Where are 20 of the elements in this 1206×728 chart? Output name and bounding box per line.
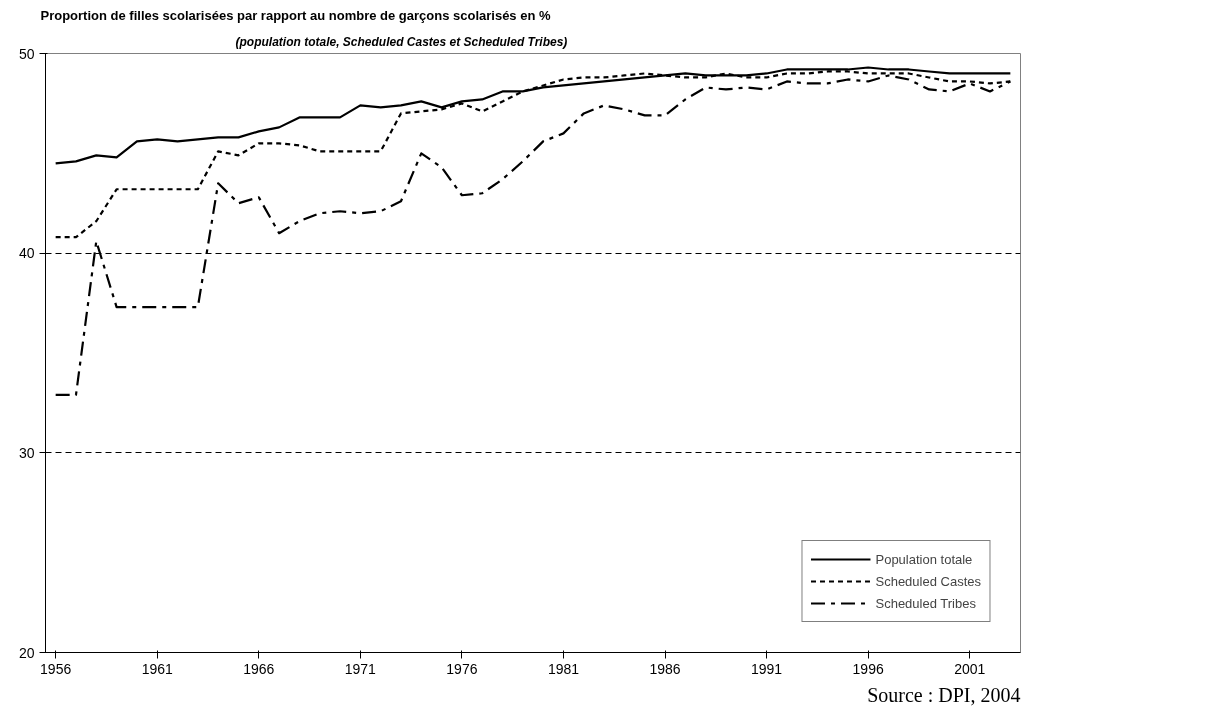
x-tick-label: 1996 — [852, 660, 884, 677]
y-tick-label: 40 — [18, 245, 35, 262]
chart-title: Proportion de filles scolarisées par rapport au nombre de garçons scolarisés en % — [40, 7, 551, 23]
y-tick-label: 50 — [18, 45, 35, 62]
x-tick-label: 1981 — [547, 660, 580, 677]
x-tick-label: 2001 — [954, 660, 986, 677]
legend-label: Scheduled Tribes — [875, 595, 976, 611]
x-tick-label: 1991 — [751, 660, 783, 677]
x-tick-label: 1986 — [649, 660, 681, 677]
x-tick-label: 1961 — [141, 660, 173, 677]
legend-label: Population totale — [875, 551, 973, 567]
x-tick-label: 1966 — [243, 660, 275, 677]
legend-label: Scheduled Castes — [875, 573, 981, 589]
y-tick-label: 20 — [18, 644, 35, 661]
x-tick-label: 1976 — [446, 660, 478, 677]
x-tick-label: 1956 — [40, 660, 72, 677]
x-tick-label: 1971 — [344, 660, 377, 677]
source-note: Source : DPI, 2004 — [867, 683, 1021, 706]
chart-subtitle: (population totale, Scheduled Castes et Scheduled Tribes) — [235, 34, 568, 49]
y-tick-label: 30 — [18, 444, 35, 461]
